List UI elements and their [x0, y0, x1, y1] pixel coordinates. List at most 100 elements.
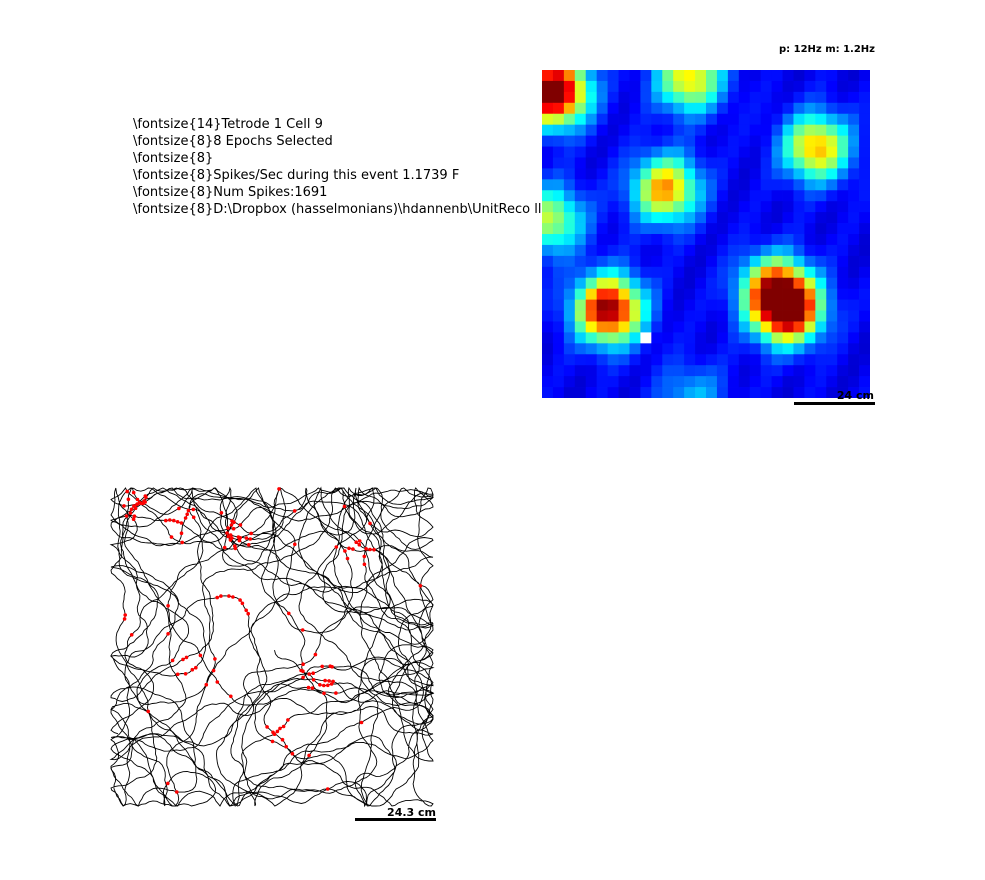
heatmap-bin — [760, 157, 772, 169]
heatmap-bin — [815, 332, 827, 344]
heatmap-bin — [574, 310, 587, 322]
heatmap-bin — [859, 255, 870, 268]
heatmap-bin — [826, 102, 838, 115]
heatmap-bin — [695, 102, 707, 115]
heatmap-bin — [662, 113, 674, 126]
heatmap-bin — [684, 179, 696, 191]
heatmap-bin — [859, 244, 870, 257]
heatmap-bin — [815, 255, 827, 268]
heatmap-bin — [552, 223, 565, 235]
heatmap-bin — [640, 124, 652, 136]
heatmap-bin — [848, 190, 860, 202]
heatmap-bin — [629, 244, 641, 257]
heatmap-bin — [782, 190, 794, 202]
heatmap-bin — [673, 91, 685, 104]
heatmap-bin — [651, 179, 663, 191]
heatmap-bin — [563, 135, 576, 147]
heatmap-bin — [673, 80, 685, 93]
heatmap-bin — [826, 299, 838, 311]
heatmap-bin — [706, 277, 718, 290]
heatmap-bin — [552, 146, 565, 158]
heatmap-bin — [651, 387, 663, 398]
trajectory-plot — [109, 486, 435, 808]
spike-point — [326, 683, 330, 688]
heatmap-bin — [673, 190, 685, 202]
heatmap-bin — [629, 310, 641, 322]
heatmap-bin — [542, 201, 554, 213]
spike-point — [240, 601, 245, 606]
heatmap-bin — [760, 190, 772, 202]
heatmap-bin — [607, 179, 619, 191]
heatmap-bin — [552, 288, 565, 300]
heatmap-bin — [706, 234, 718, 246]
heatmap-bin — [651, 255, 663, 268]
spike-point — [347, 546, 351, 551]
heatmap-bin — [771, 80, 783, 93]
heatmap-bin — [596, 365, 608, 377]
heatmap-bin — [629, 343, 641, 355]
spike-point — [334, 545, 339, 549]
spike-point — [180, 540, 184, 545]
spike-point — [146, 709, 150, 714]
heatmap-bin — [749, 299, 762, 311]
heatmap-bin — [574, 255, 587, 268]
heatmap-bin — [826, 387, 838, 398]
heatmap-bin — [695, 212, 707, 224]
heatmap-bin — [542, 299, 554, 311]
spike-point — [184, 655, 189, 660]
spike-point — [129, 633, 134, 637]
heatmap-bin — [629, 255, 641, 268]
heatmap-bin — [563, 310, 576, 322]
spike-point — [124, 514, 129, 518]
heatmap-bin — [673, 102, 685, 115]
heatmap-bin — [848, 354, 860, 366]
heatmap-bin — [695, 190, 707, 202]
heatmap-bin — [837, 277, 849, 290]
heatmap-bin — [662, 299, 674, 311]
heatmap-bin — [738, 113, 751, 126]
spike-point — [191, 515, 196, 520]
heatmap-bin — [585, 266, 598, 279]
heatmap-bin — [738, 146, 751, 158]
heatmap-bin — [848, 168, 860, 180]
heatmap-bin — [574, 234, 587, 246]
spikes-per-sec-line: \fontsize{8}Spikes/Sec during this event… — [133, 168, 460, 183]
heatmap-bin — [542, 234, 554, 246]
heatmap-bin — [563, 321, 576, 333]
heatmap-bin — [574, 223, 587, 235]
heatmap-bin — [716, 102, 729, 115]
heatmap-bin — [542, 157, 554, 169]
heatmap-bin — [848, 80, 860, 93]
heatmap-bin — [815, 135, 827, 147]
heatmap-bin — [848, 113, 860, 126]
heatmap-bin — [585, 223, 598, 235]
heatmap-bin — [542, 288, 554, 300]
heatmap-bin — [782, 234, 794, 246]
heatmap-bin — [684, 266, 696, 279]
heatmap-bin — [706, 288, 718, 300]
heatmap-bin — [618, 277, 630, 290]
heatmap-bin — [651, 135, 663, 147]
heatmap-bin — [760, 102, 772, 115]
heatmap-bin — [629, 332, 641, 344]
heatmap-bin — [738, 91, 751, 104]
heatmap-bin — [585, 190, 598, 202]
spike-point — [354, 540, 358, 544]
heatmap-bin — [596, 135, 608, 147]
heatmap-bin — [706, 354, 718, 366]
blank-size-line: \fontsize{8} — [133, 151, 214, 166]
heatmap-bin — [695, 80, 707, 93]
spike-point — [238, 598, 242, 602]
heatmap-bin — [716, 332, 729, 344]
heatmap-bin — [771, 124, 783, 136]
heatmap-bin — [749, 332, 762, 344]
heatmap-bin — [771, 343, 783, 355]
heatmap-bin — [848, 212, 860, 224]
spike-point — [194, 665, 198, 670]
heatmap-bin — [848, 135, 860, 147]
heatmap-bin — [727, 354, 740, 366]
heatmap-bin — [782, 179, 794, 191]
heatmap-bin — [574, 91, 587, 104]
heatmap-bin — [640, 113, 652, 126]
spike-point — [345, 556, 350, 561]
